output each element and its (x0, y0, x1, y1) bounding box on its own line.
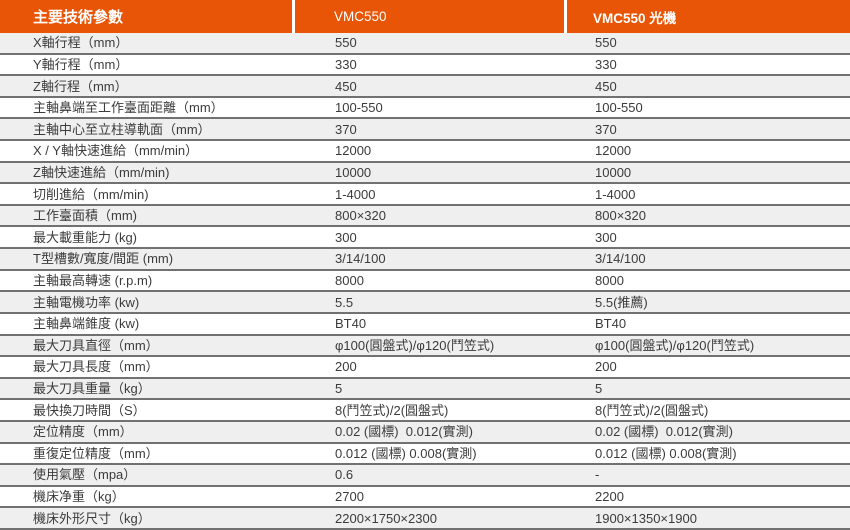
table-row: T型槽數/寬度/間距 (mm) 3/14/100 3/14/100 (0, 249, 850, 271)
table-row: 主軸中心至立柱導軌面（mm） 370 370 (0, 119, 850, 142)
table-row: 機床外形尺寸（kg） 2200×1750×2300 1900×1350×1900 (0, 508, 850, 530)
vmc550-guangji-value: 10000 (595, 164, 632, 180)
vmc550-value: 800×320 (335, 208, 386, 224)
vmc550-value: 330 (335, 56, 357, 72)
table-row: 機床净重（kg） 2700 2200 (0, 486, 850, 509)
vmc550-value: 300 (335, 229, 357, 245)
table-row: 主軸最高轉速 (r.p.m) 8000 8000 (0, 270, 850, 293)
vmc550-value: 100-550 (335, 100, 383, 116)
vmc550-guangji-value: 300 (595, 229, 617, 245)
vmc550-guangji-value: - (595, 467, 600, 483)
param-label: 最大刀具重量（kg） (33, 381, 151, 397)
table-row: X / Y軸快速進給（mm/min） 12000 12000 (0, 141, 850, 163)
table-row: 主軸鼻端錐度 (kw) BT40 BT40 (0, 313, 850, 336)
param-label: 最大載重能力 (kg) (33, 229, 138, 245)
vmc550-guangji-value: 330 (595, 56, 617, 72)
vmc550-value: 0.02 (國標) 0.012(實測) (335, 424, 473, 440)
param-label: 主軸中心至立柱導軌面（mm） (33, 121, 211, 137)
table-row: 最大載重能力 (kg) 300 300 (0, 227, 850, 250)
vmc550-guangji-value: 800×320 (595, 208, 646, 224)
table-row: 工作臺面積（mm) 800×320 800×320 (0, 205, 850, 228)
vmc550-value: 8000 (335, 273, 364, 288)
vmc550-value: BT40 (335, 316, 367, 332)
vmc550-guangji-value: 370 (595, 121, 617, 137)
vmc550-guangji-value: 1900×1350×1900 (595, 510, 697, 526)
param-label: 工作臺面積（mm) (33, 208, 137, 224)
vmc550-guangji-value: 12000 (595, 143, 632, 159)
vmc550-guangji-value: 8000 (595, 273, 624, 288)
vmc550-value: 12000 (335, 143, 372, 159)
vmc550-value: 5.5 (335, 294, 354, 310)
table-row: 最大刀具長度（mm） 200 200 (0, 357, 850, 379)
param-label: 切削進給（mm/min) (33, 186, 149, 202)
param-label: 主軸鼻端錐度 (kw) (33, 316, 140, 332)
table-row: 主軸鼻端至工作臺面距離（mm） 100-550 100-550 (0, 97, 850, 120)
param-label: 最快換刀時間（S） (33, 402, 146, 418)
vmc550-guangji-value: 100-550 (595, 100, 643, 116)
param-label: 重復定位精度（mm） (33, 445, 159, 461)
vmc550-guangji-value: 0.012 (國標) 0.008(實測) (595, 445, 737, 461)
header-main-params: 主要技術參數 (0, 0, 295, 33)
vmc550-value: 1-4000 (335, 186, 376, 202)
param-label: Y軸行程（mm） (33, 56, 129, 72)
table-row: 定位精度（mm） 0.02 (國標) 0.012(實測) 0.02 (國標) 0… (0, 421, 850, 444)
vmc550-value: 8(鬥笠式)/2(圓盤式) (335, 402, 449, 418)
param-label: 機床外形尺寸（kg） (33, 510, 151, 526)
param-label: Z軸行程（mm） (33, 78, 128, 94)
param-label: 最大刀具長度（mm） (33, 359, 159, 375)
param-label: 定位精度（mm） (33, 424, 133, 440)
vmc550-value: 0.012 (國標) 0.008(實測) (335, 445, 477, 461)
vmc550-guangji-value: 8(鬥笠式)/2(圓盤式) (595, 402, 709, 418)
table-row: Y軸行程（mm） 330 330 (0, 54, 850, 77)
param-label: 最大刀具直徑（mm） (33, 337, 159, 353)
vmc550-value: 0.6 (335, 467, 354, 483)
param-label: Z軸快速進給（mm/min) (33, 164, 170, 180)
header-vmc550-guangji: VMC550 光機 (567, 0, 850, 33)
param-label: T型槽數/寬度/間距 (mm) (33, 251, 174, 267)
table-row: 主軸電機功率 (kw) 5.5 5.5(推薦) (0, 292, 850, 314)
vmc550-guangji-value: 0.02 (國標) 0.012(實測) (595, 424, 733, 440)
vmc550-guangji-value: BT40 (595, 316, 627, 332)
param-label: X軸行程（mm） (33, 35, 129, 51)
vmc550-value: 450 (335, 78, 357, 94)
vmc550-guangji-value: 550 (595, 35, 617, 51)
vmc550-guangji-value: 5 (595, 381, 603, 397)
param-label: 主軸鼻端至工作臺面距離（mm） (33, 100, 224, 116)
table-row: Z軸快速進給（mm/min) 10000 10000 (0, 162, 850, 185)
param-label: 機床净重（kg） (33, 489, 125, 505)
vmc550-guangji-value: 1-4000 (595, 186, 636, 202)
vmc550-value: 10000 (335, 164, 372, 180)
table-row: 使用氣壓（mpa） 0.6 - (0, 465, 850, 487)
vmc550-guangji-value: 450 (595, 78, 617, 94)
table-row: X軸行程（mm） 550 550 (0, 33, 850, 55)
vmc550-value: 200 (335, 359, 357, 375)
vmc550-value: φ100(圓盤式)/φ120(鬥笠式) (335, 337, 495, 353)
param-label: 主軸最高轉速 (r.p.m) (33, 273, 153, 288)
param-label: 使用氣壓（mpa） (33, 467, 137, 483)
param-label: 主軸電機功率 (kw) (33, 294, 140, 310)
vmc550-guangji-value: 5.5(推薦) (595, 294, 648, 310)
vmc550-value: 370 (335, 121, 357, 137)
vmc550-value: 2700 (335, 489, 364, 505)
vmc550-value: 2200×1750×2300 (335, 510, 437, 526)
vmc550-value: 3/14/100 (335, 251, 386, 267)
vmc550-value: 550 (335, 35, 357, 51)
table-row: Z軸行程（mm） 450 450 (0, 76, 850, 98)
table-row: 最快換刀時間（S） 8(鬥笠式)/2(圓盤式) 8(鬥笠式)/2(圓盤式) (0, 400, 850, 422)
header-vmc550: VMC550 (295, 0, 567, 33)
table-header-row: 主要技術參數 VMC550 VMC550 光機 (0, 0, 850, 33)
vmc550-value: 5 (335, 381, 343, 397)
table-row: 最大刀具重量（kg） 5 5 (0, 378, 850, 401)
vmc550-guangji-value: φ100(圓盤式)/φ120(鬥笠式) (595, 337, 755, 353)
table-body: X軸行程（mm） 550 550 Y軸行程（mm） 330 330 Z軸行程（m… (0, 33, 850, 530)
table-row: 最大刀具直徑（mm） φ100(圓盤式)/φ120(鬥笠式) φ100(圓盤式)… (0, 335, 850, 358)
table-row: 切削進給（mm/min) 1-4000 1-4000 (0, 184, 850, 206)
vmc550-guangji-value: 200 (595, 359, 617, 375)
table-row: 重復定位精度（mm） 0.012 (國標) 0.008(實測) 0.012 (國… (0, 443, 850, 466)
param-label: X / Y軸快速進給（mm/min） (33, 143, 199, 159)
vmc550-guangji-value: 2200 (595, 489, 624, 505)
vmc550-guangji-value: 3/14/100 (595, 251, 646, 267)
